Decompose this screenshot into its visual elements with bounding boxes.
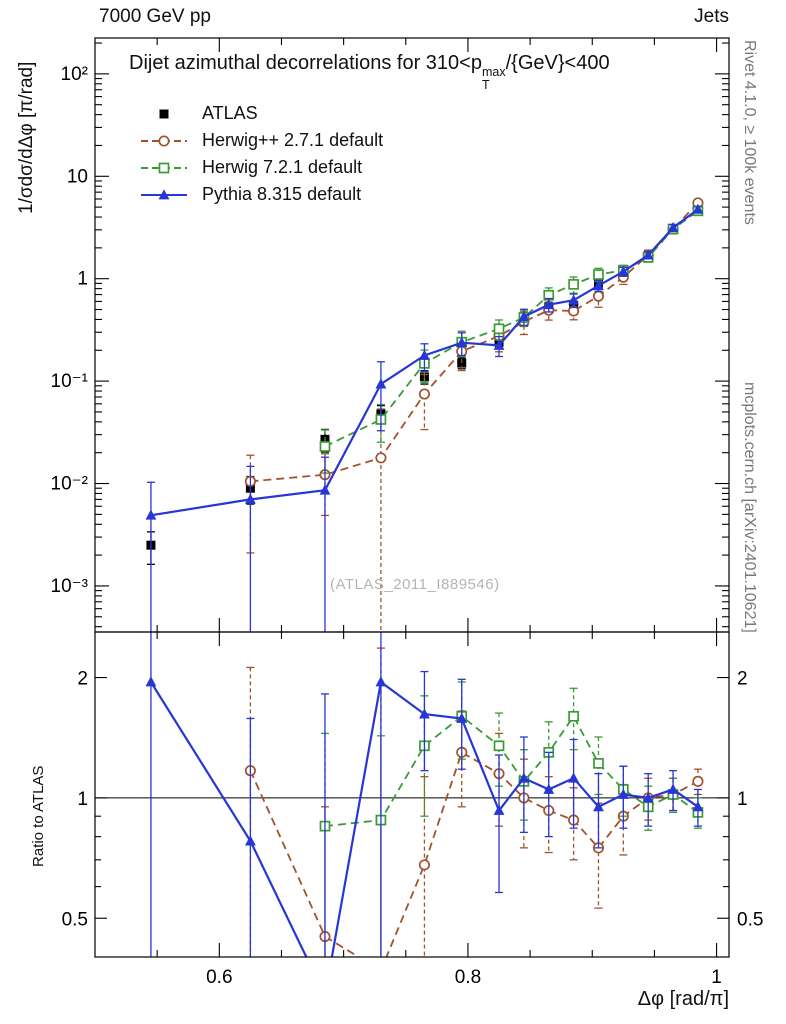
svg-text:10²: 10² [61, 64, 88, 85]
y-axis-label-main: 1/σdσ/dΔφ [π/rad] [16, 61, 37, 214]
svg-text:0.6: 0.6 [206, 967, 232, 988]
analysis-id-watermark: (ATLAS_2011_I889546) [330, 576, 500, 593]
svg-text:0.5: 0.5 [62, 909, 88, 930]
beam-header: 7000 GeV pp [99, 6, 211, 27]
y-axis-label-ratio: Ratio to ATLAS [30, 765, 47, 867]
legend-label-herwigpp: Herwig++ 2.7.1 default [202, 130, 384, 150]
legend-item-atlas: ATLAS [138, 100, 383, 127]
plot-title-supsub: max T [481, 65, 506, 93]
legend-item-herwigpp: Herwig++ 2.7.1 default [138, 127, 383, 154]
svg-text:10⁻²: 10⁻² [51, 474, 89, 495]
plot-title-post: /{GeV}<400 [505, 52, 610, 74]
svg-text:2: 2 [737, 669, 748, 690]
svg-text:10: 10 [67, 166, 88, 187]
legend-label-atlas: ATLAS [202, 103, 258, 123]
legend-label-pythia: Pythia 8.315 default [202, 184, 362, 204]
svg-text:1: 1 [77, 789, 88, 810]
svg-text:0.5: 0.5 [737, 909, 763, 930]
process-header: Jets [694, 6, 729, 27]
plot-title-pre: Dijet azimuthal decorrelations for 310<p [129, 52, 482, 74]
plot-title: Dijet azimuthal decorrelations for 310<p… [129, 52, 610, 92]
legend-item-herwig7: Herwig 7.2.1 default [138, 154, 383, 181]
svg-text:10⁻³: 10⁻³ [51, 576, 89, 597]
legend-item-pythia: Pythia 8.315 default [138, 181, 383, 208]
svg-text:0.8: 0.8 [455, 967, 481, 988]
rivet-version-note: Rivet 4.1.0, ≥ 100k events [741, 40, 758, 225]
svg-text:1: 1 [737, 789, 748, 810]
svg-text:1: 1 [77, 269, 88, 290]
plot-title-sub: T [481, 78, 490, 93]
atlas-marker-icon [159, 109, 169, 118]
svg-text:10⁻¹: 10⁻¹ [51, 371, 89, 392]
herwigpp-marker-icon [141, 134, 187, 147]
mcplots-attribution-note: mcplots.cern.ch [arXiv:2401.10621] [741, 382, 758, 633]
plot-title-sup: max [481, 65, 506, 79]
svg-text:1: 1 [711, 967, 722, 988]
pythia-marker-icon [141, 188, 187, 199]
x-axis-label: Δφ [rad/π] [637, 988, 729, 1010]
herwig7-marker-icon [141, 162, 187, 173]
legend-label-herwig7: Herwig 7.2.1 default [202, 157, 363, 177]
legend: ATLAS Herwig++ 2.7.1 default Herwig 7.2.… [138, 100, 383, 208]
svg-text:2: 2 [77, 669, 88, 690]
